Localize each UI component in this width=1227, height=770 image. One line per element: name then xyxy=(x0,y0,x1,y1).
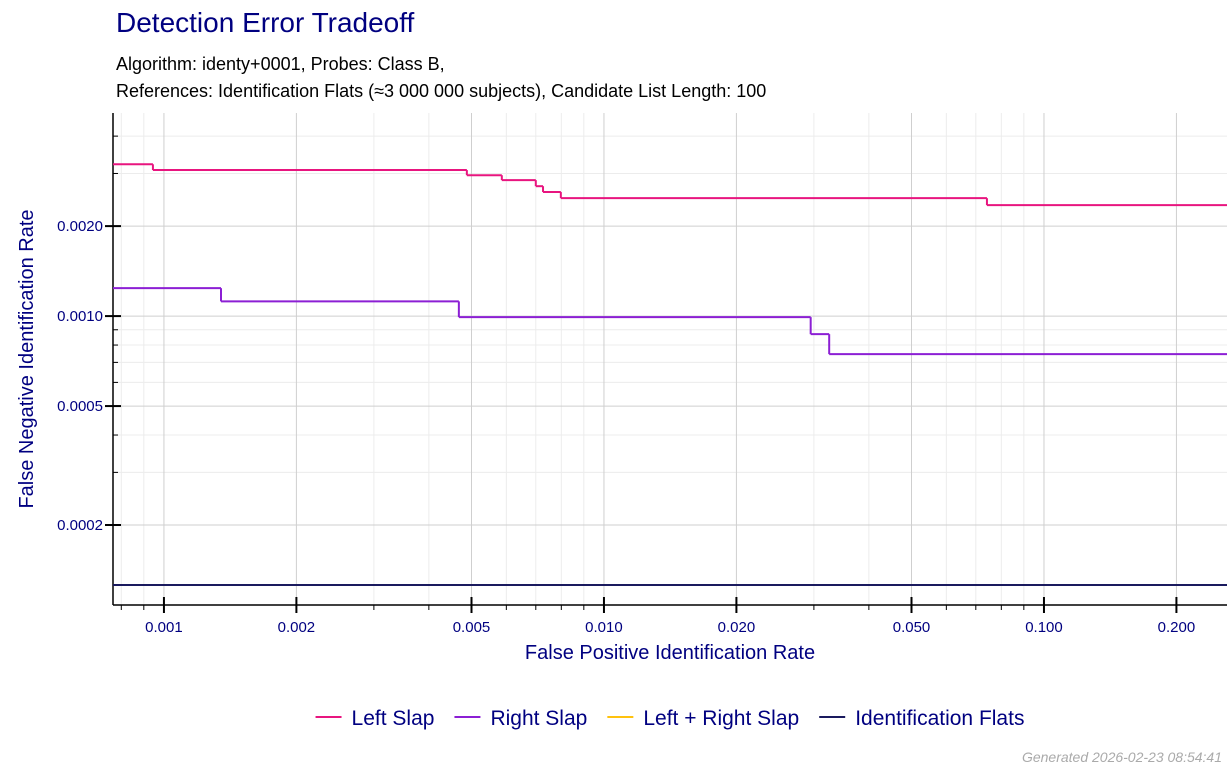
y-tick-label: 0.0002 xyxy=(57,517,103,534)
y-tick-label: 0.0005 xyxy=(57,398,103,415)
legend-label: Identification Flats xyxy=(855,707,1024,730)
x-tick-label: 0.100 xyxy=(1025,619,1063,636)
legend-label: Left + Right Slap xyxy=(643,707,799,730)
x-tick-label: 0.002 xyxy=(278,619,316,636)
x-tick-label: 0.010 xyxy=(585,619,623,636)
x-tick-label: 0.001 xyxy=(145,619,183,636)
legend-label: Left Slap xyxy=(352,707,435,730)
chart-title: Detection Error Tradeoff xyxy=(116,7,415,38)
subtitle: Algorithm: identy+0001, Probes: Class B, xyxy=(116,54,445,74)
x-tick-label: 0.005 xyxy=(453,619,491,636)
legend-label: Right Slap xyxy=(490,707,587,730)
grid xyxy=(113,113,1227,605)
y-axis-label: False Negative Identification Rate xyxy=(16,209,38,508)
x-tick-label: 0.050 xyxy=(893,619,931,636)
x-tick-label: 0.020 xyxy=(718,619,756,636)
legend: Left Slap Right Slap Left + Right Slap Iden… xyxy=(315,707,1024,730)
y-tick-label: 0.0010 xyxy=(57,308,103,325)
footer: Generated 2026-02-23 08:54:41 xyxy=(1022,749,1222,765)
subtitle: References: Identification Flats (≈3 000… xyxy=(116,81,766,101)
plot-area xyxy=(113,163,1227,586)
y-tick-label: 0.0020 xyxy=(57,218,103,235)
x-axis-label: False Positive Identification Rate xyxy=(525,642,815,664)
x-tick-label: 0.200 xyxy=(1158,619,1196,636)
